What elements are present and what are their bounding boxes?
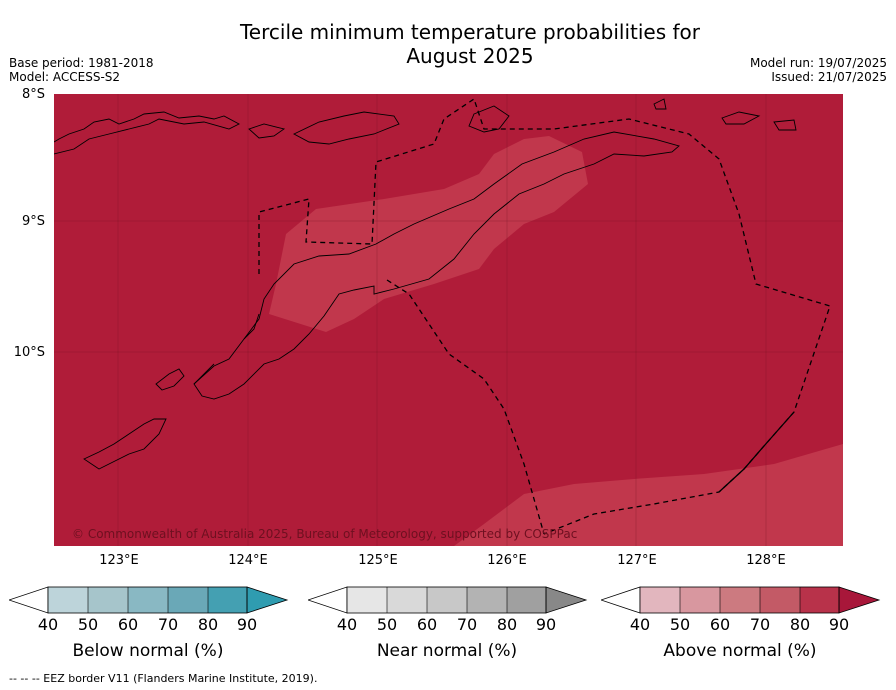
issued-date: Issued: 21/07/2025 bbox=[771, 70, 887, 84]
cb-above-tick-50: 50 bbox=[669, 615, 691, 634]
cb-below-dividers bbox=[87, 587, 209, 613]
cb-above-seg-3 bbox=[720, 587, 760, 613]
lat-label-10s: 10°S bbox=[13, 345, 45, 360]
cb-near-label: Near normal (%) bbox=[376, 641, 518, 661]
copyright-text: © Commonwealth of Australia 2025, Bureau… bbox=[72, 527, 577, 541]
cb-near-seg-4 bbox=[467, 587, 507, 613]
cb-above-seg-2 bbox=[680, 587, 720, 613]
cb-near-seg-3 bbox=[427, 587, 467, 613]
lon-label-124e: 124°E bbox=[228, 553, 268, 568]
cb-above-arrow-left bbox=[601, 586, 641, 614]
lighter-region-timor bbox=[269, 136, 588, 332]
cb-above-outline bbox=[639, 586, 840, 614]
lat-label-9s: 9°S bbox=[21, 214, 45, 229]
map-background bbox=[54, 94, 843, 546]
colorbar-below-normal bbox=[9, 586, 289, 614]
cb-above-tick-80: 80 bbox=[789, 615, 811, 634]
cb-below-arrow-left bbox=[9, 586, 49, 614]
lat-label-8s: 8°S bbox=[21, 87, 45, 102]
title-line-1: Tercile minimum temperature probabilitie… bbox=[239, 20, 701, 44]
cb-below-seg-1 bbox=[48, 587, 88, 613]
coast-timor-north bbox=[193, 131, 680, 400]
coast-alor bbox=[248, 111, 400, 145]
graticule bbox=[54, 94, 843, 546]
chart-title: Tercile minimum temperature probabilitie… bbox=[0, 20, 896, 68]
coast-islands-east bbox=[653, 98, 797, 131]
cb-below-seg-3 bbox=[128, 587, 168, 613]
model-name: Model: ACCESS-S2 bbox=[9, 70, 121, 84]
cb-below-label: Below normal (%) bbox=[72, 641, 224, 661]
coast-timor-south bbox=[193, 313, 260, 385]
coast-wetar bbox=[468, 105, 510, 133]
cb-below-tick-60: 60 bbox=[117, 615, 139, 634]
cb-near-tick-70: 70 bbox=[456, 615, 478, 634]
cb-near-arrow-left bbox=[308, 586, 348, 614]
title-line-2: August 2025 bbox=[406, 44, 534, 68]
lon-label-123e: 123°E bbox=[99, 553, 139, 568]
cb-below-tick-90: 90 bbox=[236, 615, 258, 634]
base-period: Base period: 1981-2018 bbox=[9, 56, 154, 70]
lon-label-126e: 126°E bbox=[487, 553, 527, 568]
cb-near-seg-2 bbox=[387, 587, 427, 613]
cb-above-seg-1 bbox=[640, 587, 680, 613]
cb-above-seg-4 bbox=[760, 587, 800, 613]
meta-right: Model run: 19/07/2025 Issued: 21/07/2025 bbox=[750, 56, 887, 84]
cb-near-tick-90: 90 bbox=[535, 615, 557, 634]
lon-label-125e: 125°E bbox=[358, 553, 398, 568]
cb-below-tick-40: 40 bbox=[37, 615, 59, 634]
cb-below-tick-80: 80 bbox=[197, 615, 219, 634]
cb-near-tick-80: 80 bbox=[496, 615, 518, 634]
cb-below-seg-5 bbox=[208, 587, 247, 613]
coast-semau bbox=[155, 368, 185, 391]
cb-near-tick-50: 50 bbox=[376, 615, 398, 634]
cb-above-dividers bbox=[679, 587, 801, 613]
cb-below-tick-50: 50 bbox=[77, 615, 99, 634]
cb-above-tick-60: 60 bbox=[709, 615, 731, 634]
cb-near-dividers bbox=[386, 587, 508, 613]
lon-label-127e: 127°E bbox=[617, 553, 657, 568]
cb-near-arrow-right bbox=[545, 586, 588, 614]
cb-below-seg-2 bbox=[88, 587, 128, 613]
cb-near-seg-5 bbox=[507, 587, 546, 613]
model-run: Model run: 19/07/2025 bbox=[749, 56, 887, 70]
colorbar-above-normal bbox=[601, 586, 881, 614]
coast-flores bbox=[54, 111, 240, 155]
cb-above-tick-70: 70 bbox=[749, 615, 771, 634]
cb-near-outline bbox=[346, 586, 547, 614]
cb-below-tick-70: 70 bbox=[157, 615, 179, 634]
cb-above-tick-90: 90 bbox=[828, 615, 850, 634]
eez-legend-footer: -- -- -- EEZ border V11 (Flanders Marine… bbox=[9, 672, 318, 685]
cb-above-seg-5 bbox=[800, 587, 839, 613]
colorbar-near-normal bbox=[308, 586, 588, 614]
cb-near-seg-1 bbox=[347, 587, 387, 613]
probability-map[interactable]: © Commonwealth of Australia 2025, Bureau… bbox=[54, 94, 843, 546]
meta-left: Base period: 1981-2018 Model: ACCESS-S2 bbox=[9, 56, 154, 84]
coastlines bbox=[54, 98, 797, 470]
lon-label-128e: 128°E bbox=[746, 553, 786, 568]
cb-above-arrow-right bbox=[838, 586, 881, 614]
lighter-region-south bbox=[454, 444, 843, 546]
cb-below-seg-4 bbox=[168, 587, 208, 613]
cb-above-tick-40: 40 bbox=[629, 615, 651, 634]
cb-below-arrow-right bbox=[246, 586, 289, 614]
cb-near-tick-40: 40 bbox=[336, 615, 358, 634]
eez-solid-segment bbox=[718, 411, 795, 493]
cb-above-label: Above normal (%) bbox=[663, 641, 817, 661]
cb-below-outline bbox=[47, 586, 248, 614]
coast-rote bbox=[83, 418, 167, 470]
cb-near-tick-60: 60 bbox=[416, 615, 438, 634]
